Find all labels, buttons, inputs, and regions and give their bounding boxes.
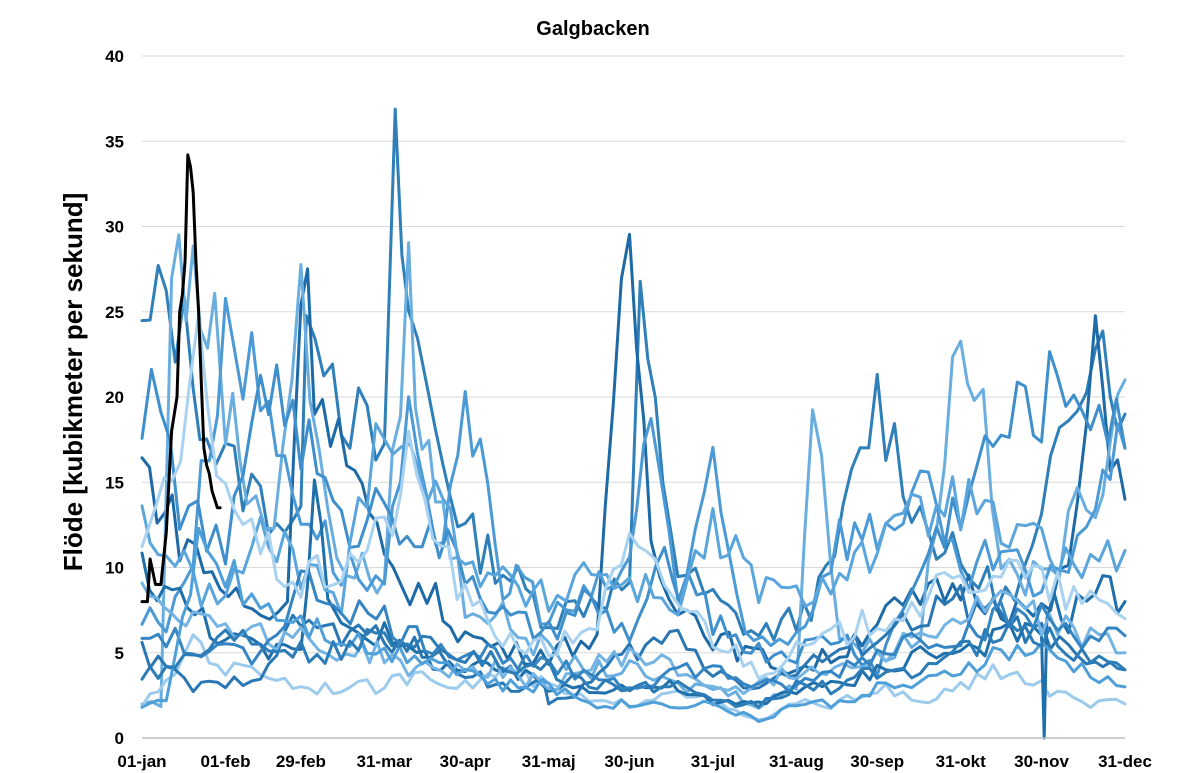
series-line — [140, 107, 1127, 642]
series-line — [140, 296, 1127, 648]
x-tick-label: 30-jun — [604, 752, 654, 771]
x-tick-label: 31-mar — [357, 752, 413, 771]
y-tick-label: 30 — [105, 218, 124, 237]
y-tick-label: 25 — [105, 303, 124, 322]
x-tick-label: 01-feb — [200, 752, 250, 771]
y-axis-label: Flöde [kubikmeter per sekund] — [58, 193, 88, 572]
series-line — [140, 233, 1127, 710]
y-tick-label: 5 — [115, 644, 124, 663]
x-tick-label: 29-feb — [276, 752, 326, 771]
y-tick-labels: 0 5 10 15 20 25 30 35 40 — [105, 47, 124, 748]
y-tick-label: 40 — [105, 47, 124, 66]
series-line — [140, 422, 1127, 617]
series-line — [140, 621, 1127, 709]
x-tick-label: 31-okt — [936, 752, 986, 771]
y-tick-label: 10 — [105, 559, 124, 578]
x-tick-label: 30-nov — [1014, 752, 1069, 771]
y-tick-label: 0 — [115, 729, 124, 748]
y-tick-label: 35 — [105, 132, 124, 151]
x-tick-label: 31-maj — [522, 752, 576, 771]
x-tick-labels: 01-jan 01-feb 29-feb 31-mar 30-apr 31-maj 30-j… — [117, 752, 1152, 771]
y-tick-label: 15 — [105, 473, 124, 492]
x-tick-label: 31-dec — [1098, 752, 1152, 771]
x-tick-label: 31-aug — [769, 752, 824, 771]
chart-title: Galgbacken — [536, 18, 649, 40]
series-group — [140, 107, 1127, 740]
series-line — [140, 313, 1127, 680]
x-tick-label: 31-jul — [691, 752, 735, 771]
series-line — [140, 526, 1127, 724]
series-line-current-year — [140, 153, 222, 604]
x-tick-label: 01-jan — [117, 752, 166, 771]
x-tick-label: 30-apr — [440, 752, 491, 771]
series-line — [140, 581, 1127, 696]
y-tick-label: 20 — [105, 388, 124, 407]
x-tick-label: 30-sep — [850, 752, 904, 771]
